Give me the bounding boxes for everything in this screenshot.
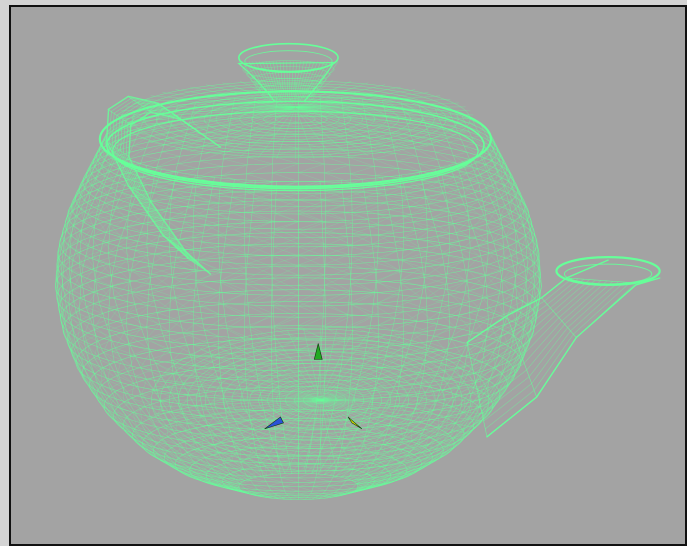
yellow-arrow-icon[interactable] bbox=[347, 416, 363, 430]
transform-gizmo[interactable] bbox=[264, 343, 363, 430]
teapot-body bbox=[55, 96, 542, 500]
teapot-wireframe bbox=[55, 42, 661, 500]
green-arrow-icon[interactable] bbox=[313, 343, 323, 360]
teapot-lid bbox=[98, 79, 493, 192]
wireframe-teapot-scene[interactable] bbox=[11, 7, 685, 544]
blue-arrow-icon[interactable] bbox=[264, 416, 284, 430]
teapot-handle bbox=[105, 95, 222, 275]
3d-viewport[interactable] bbox=[9, 5, 687, 546]
teapot-spout bbox=[466, 256, 661, 438]
teapot-lid-knob bbox=[237, 42, 339, 102]
